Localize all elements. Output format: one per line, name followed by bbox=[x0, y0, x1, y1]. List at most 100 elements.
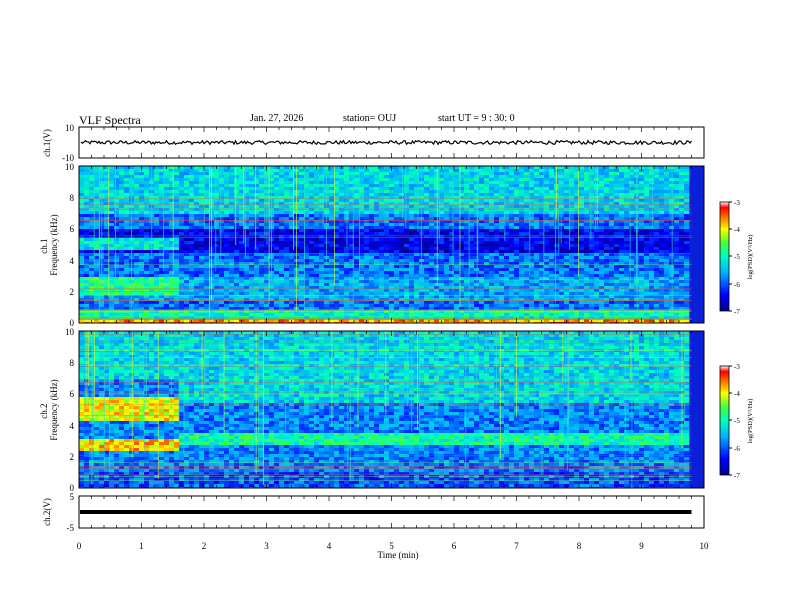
spectrogram-cell bbox=[269, 289, 275, 293]
spectrogram-cell bbox=[259, 166, 265, 170]
spectrogram-cell bbox=[384, 277, 390, 281]
spectrogram-cell bbox=[284, 226, 290, 230]
spectrogram-cell bbox=[284, 289, 290, 293]
spectrogram-cell bbox=[459, 235, 465, 239]
spectrogram-cell bbox=[239, 241, 245, 245]
spectrogram-cell bbox=[204, 214, 210, 218]
spectrogram-cell bbox=[104, 280, 110, 284]
spectrogram-cell bbox=[219, 313, 225, 317]
spectrogram-cell bbox=[224, 256, 230, 260]
spectrogram-cell bbox=[414, 199, 420, 203]
spectrogram-cell bbox=[144, 247, 150, 251]
spectrogram-cell bbox=[444, 193, 450, 197]
spectrogram-cell bbox=[519, 244, 525, 248]
spectrogram-cell bbox=[139, 229, 145, 233]
spectrogram-cell bbox=[429, 217, 435, 221]
spectrogram-cell bbox=[164, 172, 170, 176]
spectrogram-cell bbox=[304, 274, 310, 278]
spectrogram-cell bbox=[464, 238, 470, 242]
spectrogram-cell bbox=[389, 247, 395, 251]
spectrogram-cell bbox=[289, 280, 295, 284]
spectrogram-cell bbox=[114, 295, 120, 299]
spectrogram-cell bbox=[374, 301, 380, 305]
spectrogram-cell bbox=[504, 289, 510, 293]
spectrogram-cell bbox=[519, 313, 525, 317]
spectrogram-cell bbox=[154, 223, 160, 227]
spectrogram-cell bbox=[379, 232, 385, 236]
spectrogram-cell bbox=[319, 268, 325, 272]
spectrogram-cell bbox=[234, 169, 240, 173]
spectrogram-cell bbox=[289, 253, 295, 257]
spectrogram-cell bbox=[259, 217, 265, 221]
spectrogram-cell bbox=[509, 190, 515, 194]
spectrogram-cell bbox=[274, 283, 280, 287]
spectrogram-cell bbox=[269, 319, 275, 323]
spectrogram-cell bbox=[499, 211, 505, 215]
spectrogram-cell bbox=[409, 217, 415, 221]
spectrogram-cell bbox=[519, 205, 525, 209]
spectrogram-cell bbox=[449, 238, 455, 242]
spectrogram-cell bbox=[404, 187, 410, 191]
spectrogram-cell bbox=[119, 193, 125, 197]
spectrogram-cell bbox=[149, 313, 155, 317]
spectrogram-cell bbox=[234, 265, 240, 269]
spectrogram-cell bbox=[374, 235, 380, 239]
spectrogram-cell bbox=[169, 211, 175, 215]
spectrogram-cell bbox=[479, 319, 485, 323]
spectrogram-cell bbox=[504, 220, 510, 224]
spectrogram-cell bbox=[159, 229, 165, 233]
spectrogram-cell bbox=[349, 271, 355, 275]
spectrogram-cell bbox=[244, 280, 250, 284]
spectrogram-cell bbox=[489, 286, 495, 290]
spectrogram-cell bbox=[274, 196, 280, 200]
spectrogram-cell bbox=[229, 274, 235, 278]
spectrogram-cell bbox=[524, 247, 530, 251]
spectrogram-cell bbox=[324, 283, 330, 287]
spectrogram-cell bbox=[319, 205, 325, 209]
spectrogram-cell bbox=[244, 187, 250, 191]
spectrogram-cell bbox=[144, 235, 150, 239]
spectrogram-cell bbox=[344, 268, 350, 272]
spectrogram-cell bbox=[124, 184, 130, 188]
spectrogram-cell bbox=[299, 268, 305, 272]
spectrogram-cell bbox=[299, 319, 305, 323]
spectrogram-cell bbox=[514, 304, 520, 308]
ch1-ytick-top: 10 bbox=[65, 123, 75, 133]
spectrogram-cell bbox=[499, 271, 505, 275]
spectrogram-cell bbox=[194, 298, 200, 302]
spectrogram-cell bbox=[334, 319, 340, 323]
spectrogram-cell bbox=[409, 235, 415, 239]
spectrogram-cell bbox=[484, 205, 490, 209]
spectrogram-cell bbox=[179, 307, 185, 311]
spectrogram-cell bbox=[484, 313, 490, 317]
spectrogram-cell bbox=[479, 271, 485, 275]
spectrogram-cell bbox=[189, 223, 195, 227]
spectrogram-cell bbox=[469, 199, 475, 203]
spectrogram-cell bbox=[179, 280, 185, 284]
spectrogram-cell bbox=[394, 268, 400, 272]
spectrogram-cell bbox=[369, 199, 375, 203]
spectrogram-cell bbox=[159, 166, 165, 170]
spectrogram-cell bbox=[469, 211, 475, 215]
spectrogram-cell bbox=[409, 181, 415, 185]
spectrogram-cell bbox=[469, 250, 475, 254]
spectrogram-cell bbox=[99, 301, 105, 305]
spectrogram-cell bbox=[304, 307, 310, 311]
spectrogram-cell bbox=[79, 241, 85, 245]
spectrogram-cell bbox=[449, 277, 455, 281]
spectrogram-cell bbox=[309, 244, 315, 248]
spectrogram-cell bbox=[89, 244, 95, 248]
spectrogram-cell bbox=[109, 307, 115, 311]
spectrogram-cell bbox=[334, 178, 340, 182]
spectrogram-cell bbox=[259, 208, 265, 212]
spectrogram-cell bbox=[189, 232, 195, 236]
spectrogram-cell bbox=[184, 238, 190, 242]
spectrogram-cell bbox=[254, 199, 260, 203]
spectrogram-cell bbox=[224, 238, 230, 242]
spectrogram-cell bbox=[174, 286, 180, 290]
spectrogram-cell bbox=[349, 184, 355, 188]
spectrogram-cell bbox=[494, 223, 500, 227]
spectrogram-cell bbox=[454, 169, 460, 173]
spectrogram-cell bbox=[364, 289, 370, 293]
